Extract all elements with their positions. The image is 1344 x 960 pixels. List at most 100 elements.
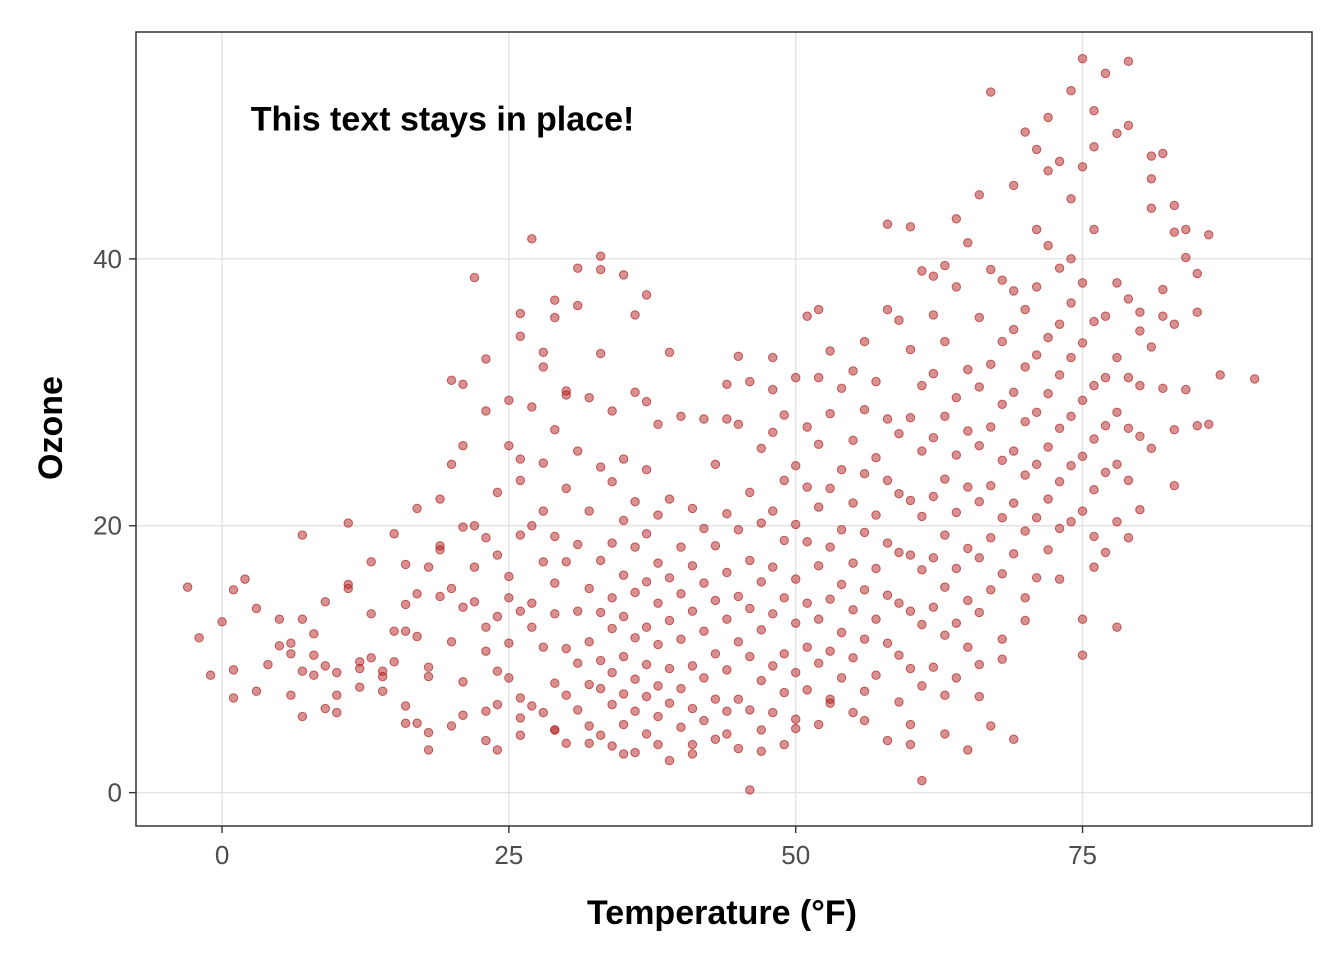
data-point (974, 382, 984, 392)
data-point (917, 380, 927, 391)
data-point (400, 718, 411, 728)
data-point (515, 713, 526, 723)
data-point (584, 738, 594, 748)
data-point (848, 707, 858, 718)
data-point (905, 606, 916, 616)
data-point (768, 562, 778, 572)
data-point (825, 408, 835, 419)
data-point (1146, 443, 1157, 454)
data-point (1135, 326, 1145, 336)
data-point (573, 446, 583, 456)
data-point (1077, 53, 1088, 64)
data-point (917, 681, 927, 691)
data-point (641, 691, 652, 702)
data-point (905, 719, 916, 730)
data-point (756, 577, 766, 587)
data-point (527, 701, 537, 711)
data-point (297, 614, 308, 624)
data-point (940, 260, 950, 271)
data-point (182, 582, 193, 592)
data-point (641, 577, 652, 587)
data-point (917, 619, 927, 630)
data-point (527, 622, 537, 632)
data-point (527, 598, 537, 608)
data-point (664, 663, 675, 674)
data-point (366, 653, 376, 663)
data-point (813, 502, 824, 512)
axes: 0 25 50 75 0 20 40 (93, 244, 1097, 870)
data-point (1181, 252, 1191, 263)
data-point (1135, 307, 1145, 317)
data-point (263, 659, 273, 670)
data-point (332, 690, 342, 700)
data-point (905, 222, 916, 232)
data-point (240, 574, 250, 584)
data-point (1123, 475, 1134, 486)
data-point (733, 419, 744, 430)
data-point (687, 749, 698, 759)
data-point (274, 614, 285, 624)
data-point (836, 525, 847, 535)
data-point (791, 723, 801, 734)
data-point (653, 419, 663, 430)
data-point (859, 527, 870, 538)
data-point (1135, 431, 1145, 442)
data-point (951, 214, 962, 224)
data-point (928, 662, 939, 672)
data-point (928, 553, 939, 563)
data-point (618, 454, 629, 464)
data-point (974, 312, 984, 323)
data-point (1020, 470, 1030, 480)
data-point (779, 410, 789, 420)
data-point (1100, 311, 1111, 321)
data-point (859, 336, 870, 347)
data-point (894, 315, 904, 325)
data-point (492, 550, 503, 560)
data-point (768, 384, 778, 395)
data-point (458, 677, 468, 687)
data-point (1077, 395, 1088, 406)
data-point (1181, 384, 1191, 395)
data-point (756, 625, 766, 635)
data-point (1112, 128, 1122, 139)
data-point (274, 641, 285, 651)
data-point (550, 609, 560, 619)
data-point (595, 607, 606, 618)
data-point (228, 693, 239, 703)
data-point (859, 404, 870, 415)
data-point (745, 487, 755, 498)
data-point (653, 739, 663, 750)
data-point (618, 515, 629, 526)
data-point (653, 598, 663, 608)
data-point (905, 663, 916, 674)
data-point (871, 563, 881, 574)
data-point (630, 310, 640, 320)
data-point (917, 266, 927, 276)
data-point (1112, 459, 1122, 470)
data-point (1077, 506, 1088, 516)
data-point (882, 590, 893, 600)
data-point (768, 661, 778, 671)
data-point (538, 506, 548, 516)
data-point (813, 719, 824, 730)
data-point (1215, 370, 1225, 380)
data-point (986, 481, 996, 491)
data-point (710, 595, 721, 606)
data-point (515, 730, 526, 740)
data-point (618, 570, 629, 580)
data-point (791, 519, 801, 530)
data-point (836, 579, 847, 590)
data-point (779, 475, 789, 486)
data-point (848, 366, 858, 376)
data-point (871, 510, 881, 520)
data-point (550, 424, 560, 435)
data-point (641, 396, 652, 407)
data-point (894, 650, 904, 660)
data-point (1008, 498, 1019, 508)
data-point (974, 659, 984, 670)
y-axis-title: Ozone (32, 376, 70, 480)
data-point (974, 553, 984, 563)
x-tick-label: 25 (494, 840, 523, 870)
data-point (848, 558, 858, 568)
data-point (1123, 120, 1134, 131)
